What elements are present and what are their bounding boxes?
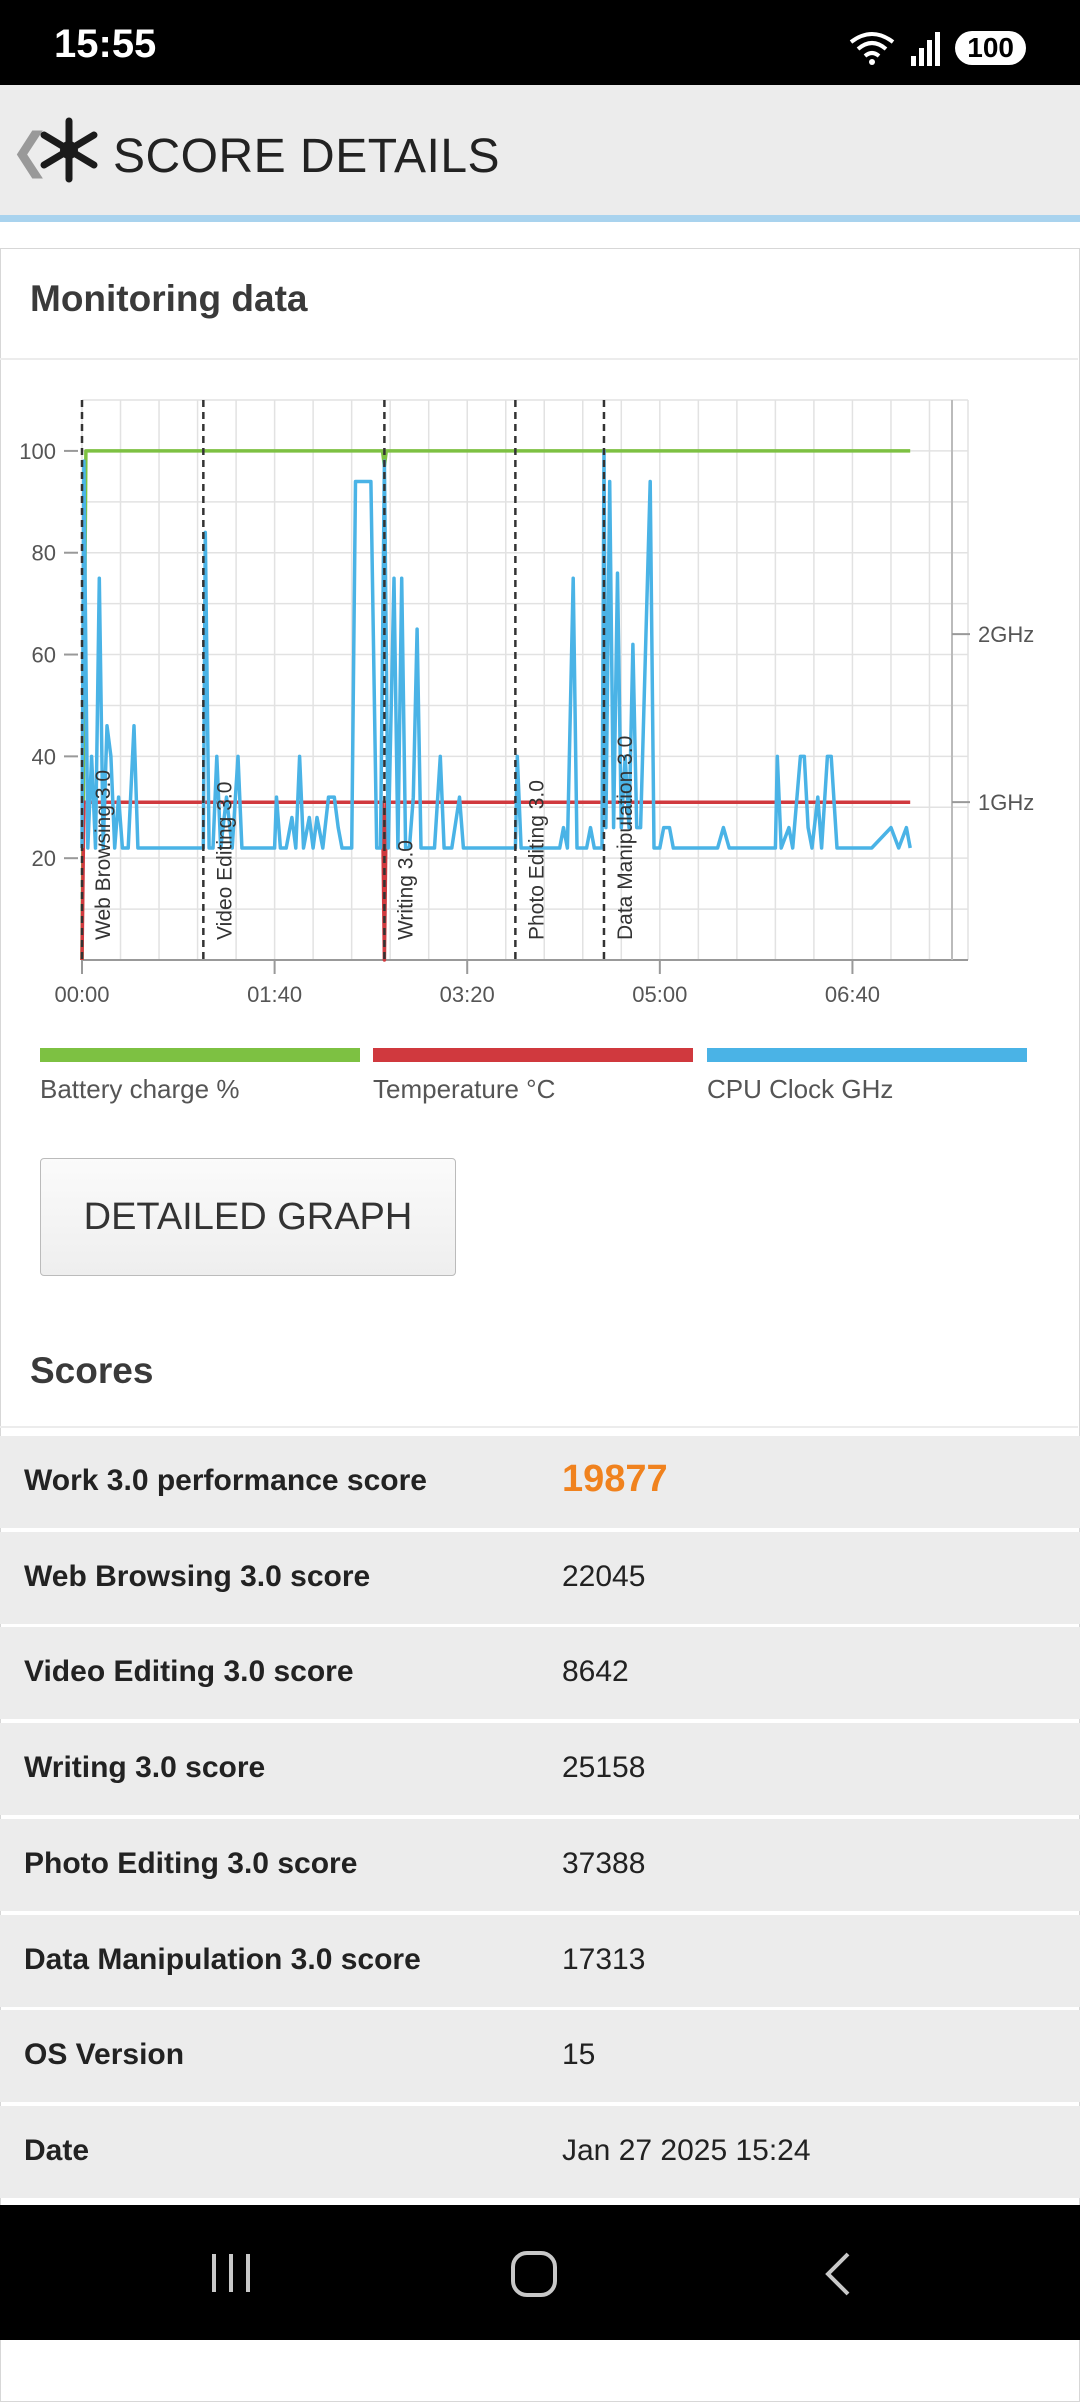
legend-label: Battery charge % xyxy=(40,1074,240,1104)
score-row: Work 3.0 performance score 19877 xyxy=(0,1436,1080,1528)
navigation-bar xyxy=(0,2205,1080,2340)
score-label: Date xyxy=(24,2133,90,2167)
wifi-icon xyxy=(850,32,895,65)
marker-label: Writing 3.0 xyxy=(394,840,417,940)
score-label: Web Browsing 3.0 score xyxy=(24,1559,371,1593)
score-value: 17313 xyxy=(562,1942,646,1976)
score-label: Photo Editing 3.0 score xyxy=(24,1846,358,1880)
marker-label: Web Browsing 3.0 xyxy=(92,770,115,940)
score-row: Data Manipulation 3.0 score 17313 xyxy=(0,1914,1080,2007)
score-row: Web Browsing 3.0 score 22045 xyxy=(0,1531,1080,1624)
page-title: SCORE DETAILS xyxy=(113,130,501,183)
legend-swatch xyxy=(707,1048,1027,1062)
marker-label: Data Manipulation 3.0 xyxy=(614,736,637,940)
home-icon[interactable] xyxy=(510,2250,558,2298)
score-row: Video Editing 3.0 score 8642 xyxy=(0,1627,1080,1720)
score-value: 25158 xyxy=(562,1751,646,1785)
marker-label: Photo Editing 3.0 xyxy=(525,780,548,940)
legend-item: Temperature °C xyxy=(373,1048,693,1105)
x-tick-label: 06:40 xyxy=(825,982,880,1007)
x-tick-label: 03:20 xyxy=(440,982,495,1007)
y-tick-label: 100 xyxy=(19,439,56,464)
score-label: Work 3.0 performance score xyxy=(24,1464,427,1497)
y-tick-label: 80 xyxy=(32,541,56,566)
score-label: Data Manipulation 3.0 score xyxy=(24,1942,421,1976)
y-tick-label: 60 xyxy=(32,643,56,668)
score-row: Date Jan 27 2025 15:24 xyxy=(0,2105,1080,2198)
x-tick-label: 00:00 xyxy=(54,982,109,1007)
x-tick-label: 05:00 xyxy=(632,982,687,1007)
score-value: 37388 xyxy=(562,1846,646,1880)
score-label: OS Version xyxy=(24,2038,185,2072)
monitoring-title: Monitoring data xyxy=(30,278,308,319)
marker-label: Video Editing 3.0 xyxy=(213,782,236,940)
y-tick-label: 20 xyxy=(32,846,56,871)
status-icons: 100 xyxy=(849,30,1026,66)
score-row: Writing 3.0 score 25158 xyxy=(0,1723,1080,1816)
back-icon[interactable] xyxy=(820,2250,856,2298)
score-row: OS Version 15 xyxy=(0,2010,1080,2103)
signal-icon xyxy=(911,32,941,66)
y-tick-label: 40 xyxy=(32,744,56,769)
status-time: 15:55 xyxy=(54,22,157,66)
series-line xyxy=(80,449,912,850)
right-tick-label: 1GHz xyxy=(978,790,1034,815)
score-label: Writing 3.0 score xyxy=(24,1751,266,1785)
legend-item: CPU Clock GHz xyxy=(707,1048,1027,1105)
score-value: 22045 xyxy=(562,1559,646,1593)
status-bar: 15:55 100 xyxy=(0,0,1080,85)
detailed-graph-button[interactable]: DETAILED GRAPH xyxy=(40,1158,456,1276)
score-value: Jan 27 2025 15:24 xyxy=(562,2133,811,2167)
snowflake-logo-icon xyxy=(40,117,98,183)
divider xyxy=(0,1426,1078,1428)
score-row: Photo Editing 3.0 score 37388 xyxy=(0,1818,1080,1911)
battery-indicator: 100 xyxy=(955,31,1026,65)
legend-item: Battery charge % xyxy=(40,1048,360,1105)
right-tick-label: 2GHz xyxy=(978,622,1034,647)
monitoring-chart: 20 40 60 80 100 00:00 01:40 03:20 05:00 06:40 1GHz… xyxy=(19,399,1034,1007)
app-header: ❮ SCORE DETAILS xyxy=(0,85,1080,222)
score-value: 8642 xyxy=(562,1655,629,1689)
legend-label: Temperature °C xyxy=(373,1074,556,1104)
score-value: 15 xyxy=(562,2038,596,2072)
scores-title: Scores xyxy=(30,1350,154,1391)
score-value: 19877 xyxy=(562,1458,668,1500)
legend-swatch xyxy=(373,1048,693,1062)
x-tick-label: 01:40 xyxy=(247,982,302,1007)
series-line xyxy=(80,800,911,962)
legend-label: CPU Clock GHz xyxy=(707,1074,894,1104)
legend-swatch xyxy=(40,1048,360,1062)
divider xyxy=(0,358,1078,360)
recent-apps-icon[interactable] xyxy=(208,2250,254,2296)
score-label: Video Editing 3.0 score xyxy=(24,1655,354,1689)
